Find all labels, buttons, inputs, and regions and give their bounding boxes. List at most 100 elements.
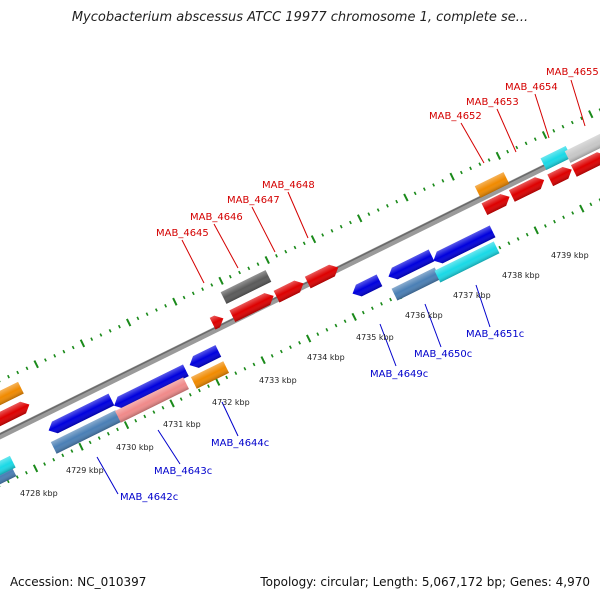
ruler-tick — [478, 162, 482, 166]
ruler-tick — [571, 211, 575, 215]
ruler-tick — [343, 319, 347, 323]
ruler-tick — [169, 399, 175, 408]
ruler-tick — [79, 339, 86, 348]
topology-summary: Topology: circular; Length: 5,067,172 bp… — [260, 575, 590, 589]
gene-label-mab-4650c[interactable]: MAB_4650c — [414, 349, 472, 360]
ruler-tick — [357, 214, 363, 223]
feature-mab-small — [209, 315, 224, 330]
ruler-tick — [116, 427, 119, 432]
kbp-label: 4728 kbp — [20, 489, 58, 498]
kbp-label: 4739 kbp — [551, 251, 589, 260]
label-leader-line — [157, 429, 181, 465]
ruler-tick — [543, 224, 547, 228]
ruler-tick — [579, 204, 585, 213]
ruler-tick — [152, 410, 156, 414]
ruler-tick — [62, 349, 66, 354]
label-leader-line — [379, 323, 397, 367]
feature-orange-2 — [474, 172, 510, 198]
ruler-tick — [145, 312, 149, 316]
kbp-label: 4737 kbp — [453, 291, 491, 300]
ruler-tick — [154, 308, 158, 312]
kbp-label: 4734 kbp — [307, 353, 345, 362]
feature-cyan-left — [0, 455, 16, 479]
gene-label-mab-4655[interactable]: MAB_4655 — [546, 67, 599, 78]
feature-cyan-top — [540, 145, 572, 171]
ruler-tick — [422, 187, 426, 191]
gene-label-mab-4654[interactable]: MAB_4654 — [505, 82, 558, 93]
feature-orange-3 — [190, 361, 230, 389]
label-leader-line — [424, 303, 442, 348]
ruler-tick — [106, 431, 110, 436]
feature-cyan-mid — [434, 241, 500, 283]
ruler-tick — [53, 354, 57, 358]
label-leaders — [96, 79, 586, 495]
ruler-tick — [506, 149, 510, 154]
kbp-label: 4733 kbp — [259, 376, 297, 385]
feature-mab-4650c — [388, 249, 435, 280]
accession-text: Accession: NC_010397 — [10, 575, 147, 589]
ruler-tick — [191, 291, 195, 296]
gene-label-mab-4643c[interactable]: MAB_4643c — [154, 466, 212, 477]
ruler-tick — [389, 297, 393, 302]
gene-label-mab-4648[interactable]: MAB_4648 — [262, 180, 315, 191]
feature-gray-top — [564, 129, 600, 163]
map-title: Mycobacterium abscessus ATCC 19977 chrom… — [71, 10, 529, 25]
ruler-tick — [134, 418, 138, 423]
gene-label-mab-4645[interactable]: MAB_4645 — [156, 228, 209, 239]
ruler-tick — [376, 208, 380, 212]
gene-label-mab-4647[interactable]: MAB_4647 — [227, 195, 280, 206]
ruler-tick — [7, 374, 10, 379]
gene-label-mab-4649c[interactable]: MAB_4649c — [370, 369, 428, 380]
feature-mab-4651c — [433, 225, 496, 264]
label-leader-line — [287, 191, 309, 239]
feature-pink — [115, 377, 189, 423]
ruler-tick — [413, 191, 417, 196]
ruler-tick — [70, 449, 74, 453]
ruler-tick — [441, 179, 445, 183]
label-leader-line — [221, 401, 239, 437]
ruler-tick — [432, 183, 436, 187]
gene-label-mab-4646[interactable]: MAB_4646 — [190, 212, 243, 223]
ruler-tick — [210, 283, 214, 287]
gene-label-mab-4651c[interactable]: MAB_4651c — [466, 329, 524, 340]
ruler-tick — [90, 337, 94, 341]
ruler-tick — [498, 245, 502, 250]
gene-features — [0, 129, 600, 490]
ruler-tick — [43, 358, 47, 362]
ruler-tick — [525, 232, 529, 237]
ruler-tick — [108, 329, 112, 333]
ruler-tick — [25, 366, 29, 371]
ruler-tick — [172, 297, 178, 306]
ruler-tick — [284, 249, 288, 254]
label-leader-line — [475, 284, 491, 328]
ruler-tick — [126, 318, 132, 327]
ruler-tick — [218, 276, 224, 285]
gene-label-mab-4642c[interactable]: MAB_4642c — [120, 492, 178, 503]
gene-label-mab-4644c[interactable]: MAB_4644c — [211, 438, 269, 449]
ruler-tick — [288, 345, 292, 349]
ruler-tick — [380, 302, 383, 306]
gene-label-mab-4652[interactable]: MAB_4652 — [429, 111, 482, 122]
ruler-tick — [469, 166, 473, 171]
ruler-tick — [541, 130, 548, 140]
ruler-tick — [15, 475, 19, 479]
ruler-tick — [16, 370, 20, 375]
ruler-tick — [164, 304, 168, 308]
ruler-tick — [552, 129, 556, 133]
label-leader-line — [534, 93, 550, 139]
kbp-label: 4735 kbp — [356, 333, 394, 342]
label-leader-line — [460, 122, 485, 164]
ruler-tick — [197, 388, 201, 393]
ruler-tick — [588, 110, 594, 119]
ruler-tick — [403, 193, 409, 202]
kbp-label: 4731 kbp — [163, 420, 201, 429]
ruler-tick — [515, 145, 519, 150]
feature-mab-4655 — [570, 152, 600, 177]
ruler-tick — [136, 316, 140, 321]
gene-label-mab-4653[interactable]: MAB_4653 — [466, 97, 519, 108]
ruler-tick — [225, 375, 229, 380]
ruler-tick — [234, 371, 238, 375]
ruler-tick — [117, 324, 121, 329]
ruler-tick — [570, 120, 574, 125]
